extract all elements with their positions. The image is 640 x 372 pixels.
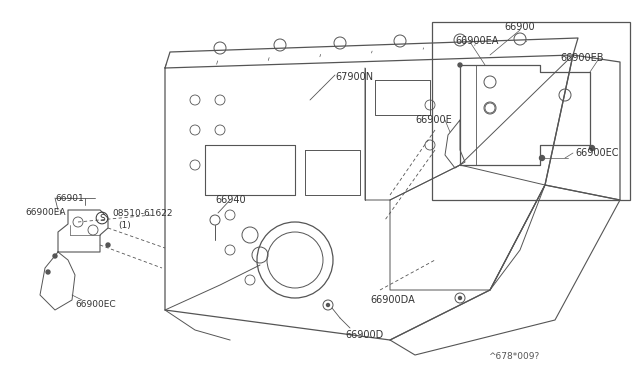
- Text: 66900D: 66900D: [345, 330, 383, 340]
- Text: ^678*009?: ^678*009?: [488, 352, 540, 361]
- Circle shape: [53, 254, 57, 258]
- Text: (1): (1): [118, 221, 131, 230]
- Text: 08510-61622: 08510-61622: [112, 208, 173, 218]
- Circle shape: [106, 243, 110, 247]
- Text: 66900EA: 66900EA: [25, 208, 65, 217]
- Text: 66900EC: 66900EC: [75, 300, 116, 309]
- Text: 66900EC: 66900EC: [575, 148, 618, 158]
- Circle shape: [589, 145, 595, 151]
- Text: 66900DA: 66900DA: [370, 295, 415, 305]
- Text: 66940: 66940: [215, 195, 246, 205]
- Text: 66900E: 66900E: [415, 115, 452, 125]
- Text: 66900: 66900: [505, 22, 535, 32]
- Text: S: S: [99, 214, 105, 222]
- Circle shape: [46, 270, 50, 274]
- Text: 67900N: 67900N: [335, 72, 373, 82]
- Bar: [432, 22, 630, 200]
- Circle shape: [540, 155, 545, 160]
- Text: 66900EA: 66900EA: [455, 36, 499, 46]
- Circle shape: [458, 296, 461, 299]
- Text: 66900EB: 66900EB: [560, 53, 604, 63]
- Circle shape: [458, 63, 462, 67]
- Circle shape: [326, 304, 330, 307]
- Text: 66901: 66901: [55, 194, 84, 203]
